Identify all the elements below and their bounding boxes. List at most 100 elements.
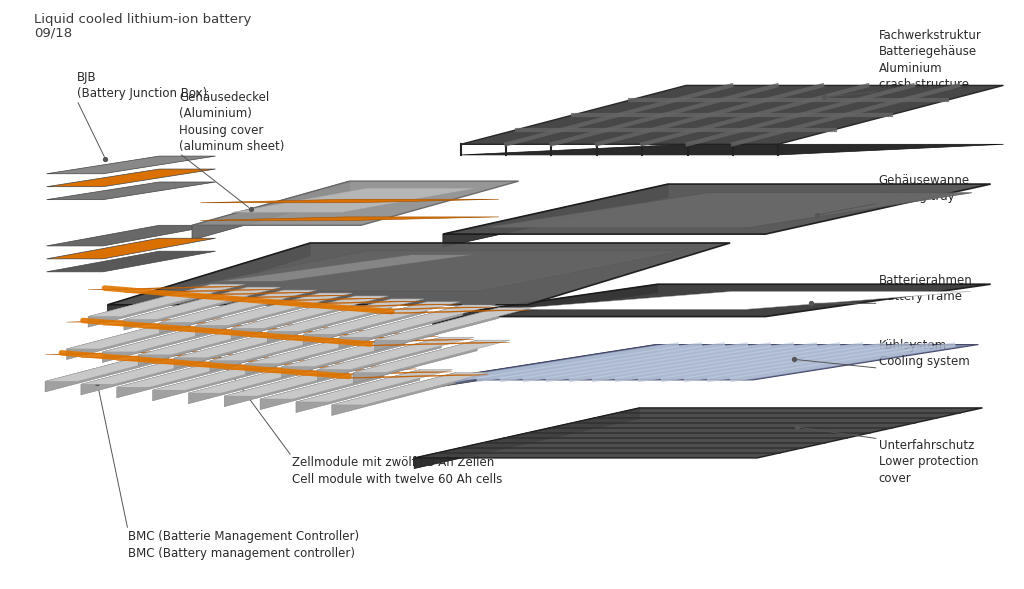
Polygon shape	[45, 349, 202, 382]
Polygon shape	[432, 284, 657, 325]
Polygon shape	[188, 363, 345, 366]
Text: 09/18: 09/18	[34, 27, 72, 39]
Polygon shape	[353, 340, 477, 383]
Polygon shape	[332, 373, 456, 416]
Polygon shape	[260, 366, 384, 410]
Polygon shape	[165, 251, 683, 291]
Text: Liquid cooled lithium-ion battery: Liquid cooled lithium-ion battery	[34, 13, 251, 26]
Polygon shape	[414, 408, 982, 458]
Polygon shape	[117, 357, 273, 360]
Polygon shape	[124, 289, 281, 293]
Polygon shape	[303, 304, 460, 307]
Polygon shape	[102, 322, 259, 325]
Polygon shape	[231, 296, 355, 339]
Polygon shape	[81, 352, 205, 395]
Polygon shape	[303, 302, 427, 345]
Polygon shape	[88, 286, 245, 290]
Polygon shape	[442, 184, 668, 247]
Polygon shape	[124, 287, 248, 330]
Text: Kühlsystem
Cooling system: Kühlsystem Cooling system	[879, 339, 970, 368]
Polygon shape	[138, 325, 295, 328]
Polygon shape	[201, 199, 499, 203]
Text: Gehäusewanne
Housing tray: Gehäusewanne Housing tray	[879, 174, 970, 203]
Polygon shape	[375, 310, 531, 313]
Polygon shape	[102, 319, 259, 352]
Polygon shape	[432, 284, 990, 317]
Polygon shape	[153, 360, 309, 363]
Polygon shape	[267, 299, 424, 332]
Polygon shape	[47, 239, 215, 259]
Polygon shape	[160, 292, 316, 296]
Polygon shape	[353, 342, 510, 346]
Polygon shape	[303, 302, 460, 335]
Polygon shape	[108, 243, 730, 305]
Polygon shape	[88, 284, 245, 317]
Polygon shape	[67, 317, 223, 349]
Polygon shape	[174, 326, 298, 369]
Polygon shape	[267, 301, 424, 305]
Polygon shape	[414, 408, 639, 469]
Polygon shape	[47, 169, 215, 187]
Polygon shape	[196, 295, 352, 299]
Polygon shape	[117, 355, 273, 388]
Polygon shape	[231, 296, 388, 329]
Polygon shape	[188, 360, 345, 393]
Polygon shape	[193, 181, 519, 226]
Polygon shape	[174, 326, 331, 358]
Polygon shape	[461, 85, 1004, 144]
Polygon shape	[430, 345, 655, 388]
Polygon shape	[282, 335, 438, 366]
Polygon shape	[296, 372, 453, 375]
Polygon shape	[339, 305, 496, 337]
Polygon shape	[45, 351, 202, 355]
Polygon shape	[67, 319, 223, 322]
Polygon shape	[196, 293, 319, 336]
Polygon shape	[67, 317, 190, 360]
Polygon shape	[332, 375, 488, 378]
Polygon shape	[296, 370, 420, 413]
Polygon shape	[224, 364, 381, 396]
Polygon shape	[210, 330, 367, 334]
Polygon shape	[260, 366, 417, 399]
Polygon shape	[282, 336, 438, 340]
Polygon shape	[174, 327, 331, 331]
Polygon shape	[193, 181, 350, 240]
Polygon shape	[282, 335, 406, 378]
Polygon shape	[210, 329, 367, 361]
Polygon shape	[201, 217, 499, 220]
Polygon shape	[224, 364, 348, 407]
Polygon shape	[210, 329, 334, 372]
Polygon shape	[160, 290, 284, 333]
Polygon shape	[353, 340, 510, 373]
Text: Fachwerkstruktur
Batteriegehäuse
Aluminium
crash structure: Fachwerkstruktur Batteriegehäuse Alumini…	[879, 29, 981, 91]
Polygon shape	[117, 355, 241, 398]
Polygon shape	[317, 337, 474, 370]
Polygon shape	[317, 337, 441, 380]
Polygon shape	[81, 352, 238, 385]
Text: Batterierahmen
Battery frame: Batterierahmen Battery frame	[879, 274, 973, 303]
Polygon shape	[231, 188, 477, 213]
Polygon shape	[461, 144, 1004, 155]
Polygon shape	[375, 308, 531, 340]
Polygon shape	[506, 292, 971, 309]
Text: BMC (Batterie Management Controller)
BMC (Battery management controller): BMC (Batterie Management Controller) BMC…	[128, 530, 359, 560]
Polygon shape	[47, 252, 215, 272]
Polygon shape	[81, 354, 238, 358]
Polygon shape	[47, 226, 215, 246]
Polygon shape	[188, 360, 312, 404]
Text: Unterfahrschutz
Lower protection
cover: Unterfahrschutz Lower protection cover	[879, 439, 978, 485]
Polygon shape	[430, 345, 978, 380]
Polygon shape	[138, 323, 295, 355]
Polygon shape	[47, 182, 215, 200]
Polygon shape	[296, 370, 453, 402]
Polygon shape	[482, 193, 972, 228]
Polygon shape	[267, 299, 391, 342]
Polygon shape	[124, 287, 281, 320]
Polygon shape	[138, 323, 262, 365]
Polygon shape	[153, 358, 276, 401]
Polygon shape	[442, 184, 990, 234]
Polygon shape	[220, 255, 473, 282]
Text: Zellmodule mit zwölf 60 Ah Zellen
Cell module with twelve 60 Ah cells: Zellmodule mit zwölf 60 Ah Zellen Cell m…	[292, 456, 502, 486]
Polygon shape	[375, 308, 499, 351]
Polygon shape	[224, 366, 381, 369]
